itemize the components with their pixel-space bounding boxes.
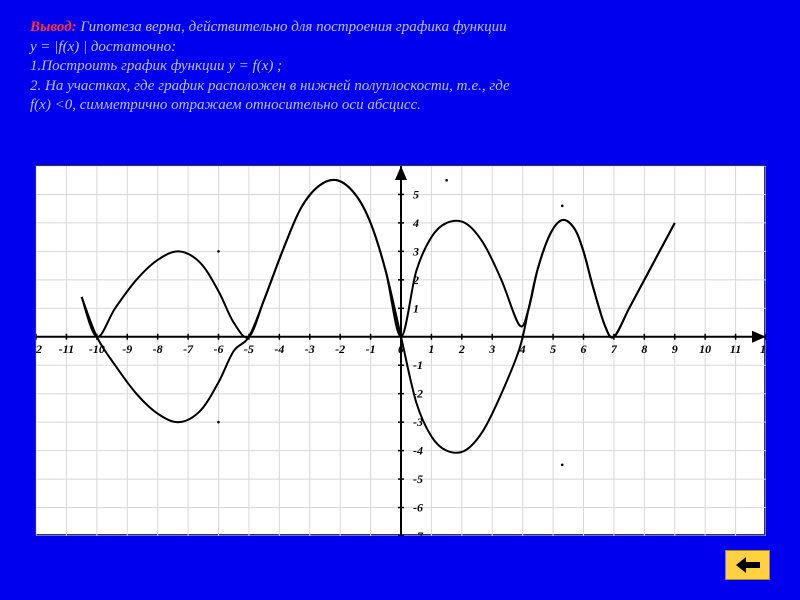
svg-text:10: 10 [699, 342, 711, 356]
svg-text:9: 9 [672, 342, 678, 356]
svg-text:-6: -6 [413, 501, 423, 515]
chart-area: 12-11-10-9-8-7-6-5-4-3-2-101234567891011… [35, 165, 765, 535]
function-graph: 12-11-10-9-8-7-6-5-4-3-2-101234567891011… [36, 166, 766, 536]
svg-text:-7: -7 [413, 529, 424, 536]
step1: 1.Построить график функции y = f(x) ; [30, 57, 770, 77]
svg-text:-1: -1 [413, 358, 423, 372]
svg-text:3: 3 [412, 244, 419, 258]
conclusion-text: Вывод: Гипотеза верна, действительно для… [0, 0, 800, 124]
step3: f(x) <0, симметрично отражаем относитель… [30, 96, 770, 116]
svg-text:-7: -7 [183, 342, 194, 356]
step2: 2. На участках, где график расположен в … [30, 77, 770, 97]
svg-text:-1: -1 [366, 342, 376, 356]
svg-text:-4: -4 [413, 444, 423, 458]
svg-text:2: 2 [458, 342, 465, 356]
svg-text:7: 7 [611, 342, 618, 356]
back-button[interactable] [725, 550, 770, 580]
svg-text:-8: -8 [153, 342, 163, 356]
svg-text:3: 3 [488, 342, 495, 356]
svg-text:-4: -4 [274, 342, 284, 356]
svg-text:12: 12 [760, 342, 766, 356]
svg-text:5: 5 [550, 342, 556, 356]
svg-text:12: 12 [36, 342, 42, 356]
svg-text:-11: -11 [59, 342, 74, 356]
svg-text:-6: -6 [214, 342, 224, 356]
svg-text:8: 8 [641, 342, 647, 356]
svg-text:-9: -9 [122, 342, 132, 356]
svg-text:-2: -2 [335, 342, 345, 356]
svg-text:5: 5 [413, 187, 419, 201]
line1: Гипотеза верна, действительно для постро… [77, 19, 507, 35]
back-arrow-icon [736, 557, 760, 573]
svg-text:6: 6 [581, 342, 587, 356]
svg-text:-5: -5 [244, 342, 254, 356]
line2: y = |f(x) | достаточно: [30, 38, 770, 58]
svg-text:4: 4 [412, 216, 419, 230]
conclusion-label: Вывод: [30, 19, 77, 35]
svg-text:11: 11 [730, 342, 741, 356]
svg-text:-3: -3 [305, 342, 315, 356]
svg-text:-5: -5 [413, 472, 423, 486]
svg-text:-10: -10 [89, 342, 105, 356]
svg-text:1: 1 [428, 342, 434, 356]
svg-text:1: 1 [413, 301, 419, 315]
